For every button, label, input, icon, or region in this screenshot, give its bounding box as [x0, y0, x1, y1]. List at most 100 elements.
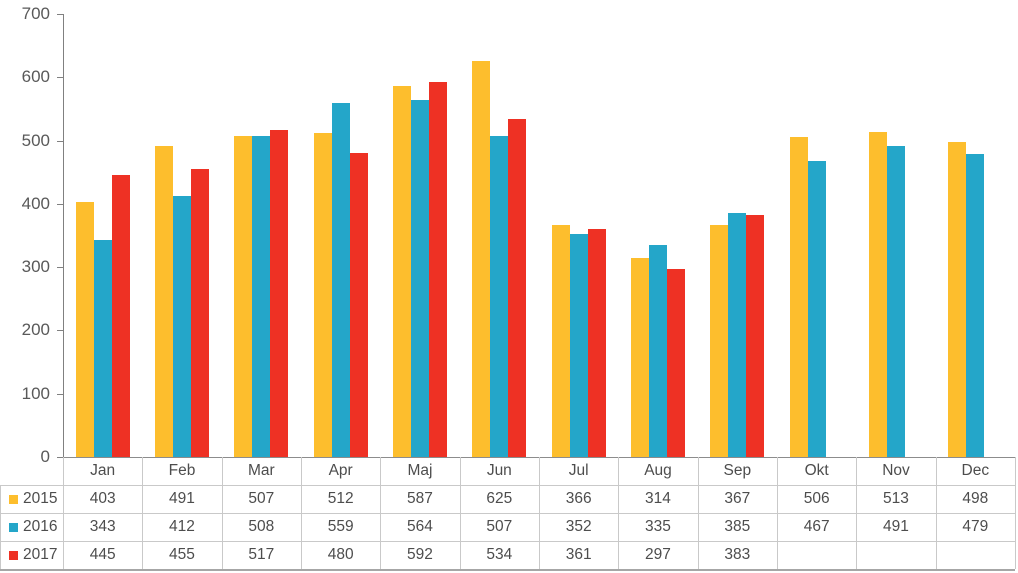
bar-2016-Jun: [490, 136, 509, 457]
month-header-Aug: Aug: [644, 462, 672, 479]
legend-left-border: [0, 485, 1, 569]
y-axis-label: 200: [21, 320, 50, 340]
y-axis-label: 300: [21, 257, 50, 277]
month-header-Sep: Sep: [723, 462, 752, 479]
table-col-border: [221, 457, 223, 569]
bar-2015-Dec: [948, 141, 967, 457]
value-cell-2017-Feb: 455: [169, 546, 195, 563]
table-col-border: [697, 457, 699, 569]
value-cell-2017-Okt: [777, 541, 856, 569]
value-cell-2017-Maj: 592: [407, 546, 433, 563]
table-col-border: [459, 457, 461, 569]
value-cell-2015-Okt: 506: [803, 490, 830, 507]
legend-swatch-2016: [9, 522, 18, 532]
bar-2017-Apr: [349, 153, 368, 457]
table-bottom-border: [0, 569, 1015, 571]
bar-2015-Feb: [155, 146, 173, 457]
bar-2016-Dec: [966, 153, 985, 457]
y-axis-label: 0: [40, 447, 50, 466]
bar-2016-Aug: [649, 244, 667, 457]
y-axis-tick: [57, 14, 63, 15]
month-header-Nov: Nov: [882, 462, 910, 479]
bar-2017-Jun: [508, 119, 527, 457]
table-col-border: [777, 457, 778, 569]
bar-2015-Mar: [234, 136, 253, 457]
legend-cell-2016: 2016: [0, 513, 63, 541]
bar-2015-Jan: [75, 201, 94, 457]
month-header-Mar: Mar: [247, 462, 275, 479]
table-row-border: [0, 513, 1015, 514]
bar-2017-Maj: [429, 82, 447, 457]
value-cell-2017-Jan: 445: [89, 546, 116, 563]
month-header-Maj: Maj: [407, 462, 433, 479]
y-axis-label: 700: [21, 4, 50, 23]
bar-2015-Aug: [631, 258, 649, 457]
bar-2016-Sep: [728, 213, 747, 457]
legend-label-2016: 2016: [23, 518, 58, 535]
bar-2016-Nov: [887, 146, 905, 457]
value-cell-2017-Sep: 383: [724, 546, 751, 563]
month-header-Okt: Okt: [804, 462, 829, 479]
bar-2017-Jul: [587, 228, 606, 457]
value-cell-2016-Maj: 564: [407, 518, 433, 535]
bar-2017-Sep: [746, 214, 765, 457]
value-cell-2015-Aug: 314: [645, 490, 671, 507]
value-cell-2016-Dec: 479: [962, 518, 989, 535]
table-col-border: [63, 457, 64, 569]
value-cell-2015-Feb: 491: [169, 490, 195, 507]
y-axis-tick: [57, 77, 63, 79]
bar-2016-Maj: [411, 100, 429, 457]
y-axis-line: [63, 14, 64, 457]
value-cell-2016-Okt: 467: [803, 518, 830, 535]
legend-cell-2015: 2015: [0, 485, 63, 513]
table-col-border: [539, 457, 540, 569]
bar-2017-Jan: [111, 175, 130, 457]
y-axis-label: 400: [21, 193, 50, 213]
value-cell-2017-Apr: 480: [327, 546, 354, 563]
legend-swatch-2017: [9, 550, 18, 560]
table-col-border: [935, 457, 937, 569]
value-cell-2016-Jan: 343: [89, 518, 116, 535]
value-cell-2017-Aug: 297: [645, 546, 671, 563]
y-axis-tick: [57, 330, 63, 332]
value-cell-2015-Nov: 513: [883, 490, 909, 507]
value-cell-2016-Apr: 559: [327, 518, 354, 535]
value-cell-2015-Jun: 625: [486, 490, 513, 507]
y-axis-label: 100: [21, 383, 50, 403]
table-col-border: [301, 457, 302, 569]
table-col-border: [856, 457, 858, 569]
legend-label-2017: 2017: [23, 546, 58, 563]
legend-label-2015: 2015: [23, 490, 58, 507]
value-cell-2016-Aug: 335: [645, 518, 671, 535]
month-header-Jan: Jan: [90, 462, 116, 479]
bar-2015-Okt: [789, 136, 808, 457]
bar-2015-Jun: [472, 61, 491, 457]
value-cell-2017-Dec: [936, 541, 1015, 569]
legend-swatch-2015: [9, 494, 18, 504]
y-axis-tick: [57, 203, 63, 205]
bar-2015-Sep: [710, 224, 729, 457]
bar-2016-Mar: [252, 135, 271, 457]
value-cell-2015-Maj: 587: [407, 490, 433, 507]
legend-cell-2017: 2017: [0, 541, 63, 569]
value-cell-2016-Feb: 412: [169, 518, 195, 535]
value-cell-2015-Mar: 507: [248, 490, 275, 507]
table-col-border: [618, 457, 620, 569]
bar-2017-Aug: [667, 269, 685, 457]
value-cell-2016-Nov: 491: [883, 518, 909, 535]
month-header-Apr: Apr: [328, 462, 353, 479]
bar-2015-Maj: [393, 85, 411, 457]
table-col-border: [142, 457, 144, 569]
table-row-border: [0, 541, 1015, 542]
y-axis-label: 500: [21, 130, 50, 150]
bar-2017-Mar: [270, 129, 289, 457]
bar-2016-Apr: [331, 103, 350, 457]
bar-2016-Jan: [93, 239, 112, 457]
value-cell-2016-Jul: 352: [565, 518, 592, 535]
y-axis-tick: [57, 267, 63, 269]
y-axis-tick: [57, 140, 63, 142]
month-header-Dec: Dec: [961, 462, 990, 479]
bar-2016-Okt: [807, 161, 826, 457]
value-cell-2015-Dec: 498: [962, 490, 989, 507]
value-cell-2015-Sep: 367: [724, 490, 751, 507]
